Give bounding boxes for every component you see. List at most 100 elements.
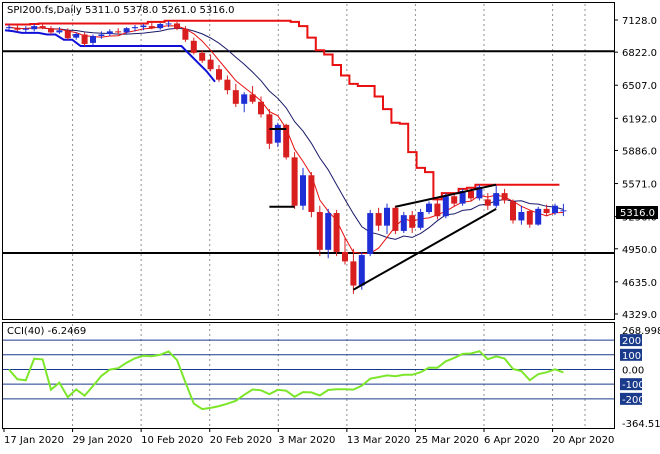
- candle-body: [426, 203, 432, 213]
- date-tick-label: 20 Feb 2020: [210, 435, 272, 446]
- candle-body: [39, 26, 46, 29]
- cci-indicator: [3, 339, 614, 411]
- candle-body: [56, 30, 63, 33]
- candle-body: [560, 210, 567, 212]
- candle-body: [510, 201, 516, 221]
- candle-body: [468, 191, 474, 199]
- cci-tick-label: 200: [622, 336, 641, 347]
- candle-body: [434, 203, 441, 217]
- candle-body: [241, 94, 248, 104]
- candle-body: [216, 69, 222, 80]
- upper-trendline: [395, 183, 497, 208]
- date-tick-label: 29 Jan 2020: [73, 435, 133, 446]
- candle-body: [98, 34, 105, 37]
- candle-body: [358, 255, 365, 286]
- candle-body: [6, 27, 12, 29]
- candle-body: [451, 196, 458, 204]
- horizontal-levels: [3, 50, 614, 254]
- price-tick-label: 4635.0: [622, 278, 657, 289]
- candle-body: [392, 207, 399, 231]
- candle-body: [442, 196, 449, 217]
- date-tick-label: 10 Feb 2020: [141, 435, 203, 446]
- cci-axis: 268.9988200 100 0.00 -100 -200 -364.517: [620, 326, 660, 430]
- candle-body: [518, 212, 525, 221]
- date-tick-label: 6 Apr 2020: [484, 435, 539, 446]
- date-tick-label: 17 Jan 2020: [4, 435, 64, 446]
- candle-body: [274, 124, 281, 143]
- candle-body: [476, 186, 483, 199]
- cci-tick-label: 0.00: [622, 365, 644, 376]
- candle-body: [207, 59, 214, 70]
- candle-body: [48, 28, 54, 33]
- symbol-info: SPI200.fs,Daily 5311.0 5378.0 5261.0 531…: [7, 5, 234, 16]
- price-tick-label: 5886.0: [622, 146, 657, 157]
- candle-body: [501, 193, 508, 201]
- candle-body: [157, 23, 164, 29]
- candle-body: [90, 36, 96, 43]
- candle-body: [14, 27, 21, 30]
- cci-tick-label: -200: [622, 395, 645, 406]
- cci-label: CCI(40) -6.2469: [7, 326, 86, 337]
- date-tick-label: 20 Apr 2020: [553, 435, 615, 446]
- price-tick-label: 4329.0: [622, 310, 657, 321]
- candle-body: [484, 199, 491, 206]
- candle-body: [190, 40, 197, 53]
- candle-body: [325, 213, 332, 250]
- candle-body: [316, 212, 323, 250]
- cci-level-tag: [620, 334, 642, 347]
- trendlines: [269, 128, 497, 291]
- candle-body: [132, 27, 138, 29]
- candle-body: [165, 23, 172, 25]
- candle-body: [400, 215, 407, 231]
- candle-body: [535, 208, 542, 225]
- candle-body: [291, 157, 298, 206]
- candle-body: [31, 26, 38, 30]
- price-tick-label: 5571.0: [622, 180, 657, 191]
- price-tick-label: 7128.0: [622, 16, 657, 27]
- main-panel-frame: [2, 2, 615, 320]
- date-tick-label: 3 Mar 2020: [278, 435, 335, 446]
- candle-body: [199, 52, 206, 61]
- date-tick-label: 13 Mar 2020: [347, 435, 410, 446]
- price-axis: 7128.06822.06507.06192.05886.05571.05256…: [614, 16, 657, 321]
- candle-body: [367, 213, 374, 255]
- current-price-tag-bg: [616, 206, 658, 219]
- cci-level-tag: [620, 392, 642, 405]
- price-tick-label: 6192.0: [622, 114, 657, 125]
- candle-body: [249, 94, 256, 102]
- cci-panel-frame: [2, 322, 615, 429]
- candle-body: [342, 251, 348, 262]
- candle-body: [350, 261, 357, 286]
- candle-body: [493, 193, 500, 206]
- trailing-stop-line: [5, 19, 560, 201]
- candle-body: [459, 191, 466, 204]
- candle-body: [174, 23, 180, 29]
- cci-level-tag: [620, 378, 642, 391]
- candle-body: [115, 31, 122, 33]
- date-axis: 17 Jan 2020 29 Jan 2020 10 Feb 2020 20 Feb …: [3, 428, 615, 446]
- candle-body: [232, 90, 239, 104]
- cci-tick-label: -100: [622, 380, 645, 391]
- candle-body: [81, 34, 88, 44]
- candle-body: [308, 175, 315, 213]
- candle-body: [106, 31, 113, 34]
- candle-body: [182, 28, 189, 40]
- price-tick-label: 6822.0: [622, 48, 657, 59]
- vertical-grid: [72, 4, 586, 427]
- candle-body: [417, 212, 424, 228]
- candle-body: [526, 210, 533, 225]
- candle-body: [64, 30, 71, 39]
- candle-body: [409, 215, 416, 228]
- cci-line: [8, 350, 564, 411]
- candle-body: [73, 33, 80, 38]
- candle-body: [123, 28, 130, 33]
- date-tick-label: 25 Mar 2020: [415, 435, 478, 446]
- candle-body: [300, 175, 306, 206]
- candle-body: [140, 25, 147, 28]
- candle-body: [375, 213, 382, 226]
- price-tick-label: 4950.0: [622, 245, 657, 256]
- price-tick-label: 6507.0: [622, 81, 657, 92]
- candle-body: [22, 28, 29, 30]
